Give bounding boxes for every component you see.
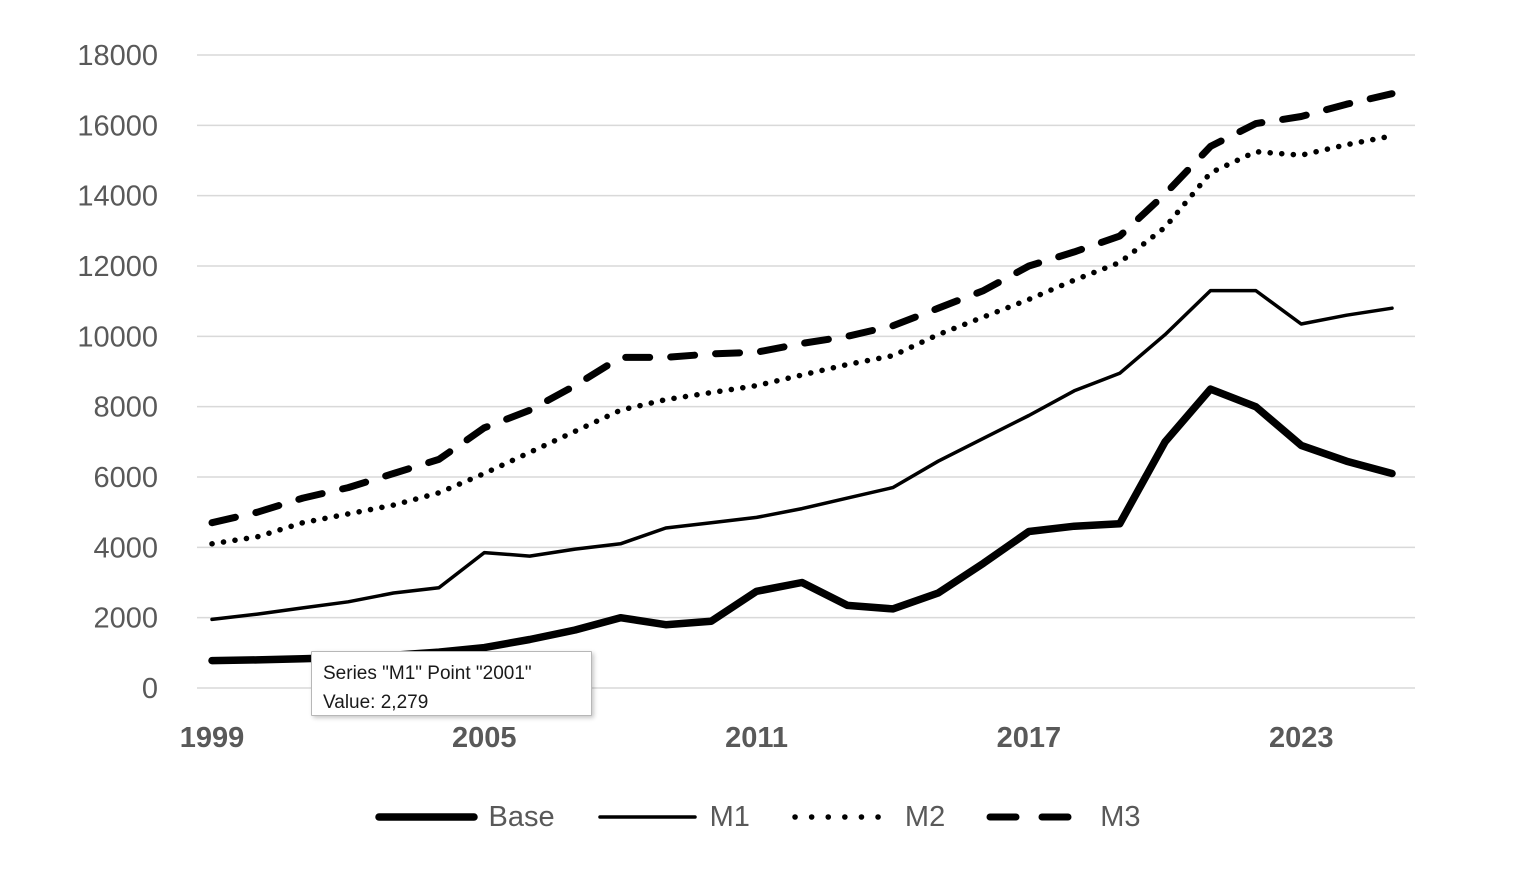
x-axis-label-2023: 2023	[1269, 722, 1334, 754]
legend-item-m1[interactable]: M1	[595, 795, 750, 839]
y-axis-label-0: 0	[142, 673, 158, 705]
legend-swatch-solid-thin	[597, 815, 697, 819]
legend-label-m2: M2	[904, 800, 946, 833]
legend-swatch-solid-thick	[374, 813, 478, 821]
x-axis-label-2011: 2011	[725, 722, 788, 754]
legend-item-base[interactable]: Base	[374, 795, 555, 839]
series-line-base[interactable]	[208, 385, 1396, 665]
y-axis-label-8000: 8000	[93, 392, 158, 424]
series-line-m1[interactable]	[210, 288, 1394, 622]
y-axis-label-10000: 10000	[77, 321, 158, 353]
y-axis-label-2000: 2000	[93, 603, 158, 635]
x-axis-label-1999: 1999	[180, 722, 245, 754]
tooltip-series-line: Series "M1" Point "2001"	[323, 663, 532, 684]
chart-legend: Base M1 M2 M3	[0, 795, 1514, 839]
legend-label-m3: M3	[1100, 800, 1141, 833]
series-line-m3[interactable]	[208, 90, 1396, 527]
y-axis-label-16000: 16000	[77, 110, 158, 142]
series-line-m2[interactable]	[209, 133, 1395, 547]
chart-tooltip: Series "M1" Point "2001" Value: 2,279	[311, 651, 592, 716]
legend-label-m1: M1	[709, 800, 750, 833]
x-axis-label-2017: 2017	[997, 722, 1062, 754]
legend-swatch-dotted	[792, 814, 893, 820]
y-axis-label-12000: 12000	[77, 251, 158, 283]
tooltip-value-line: Value: 2,279	[323, 692, 429, 713]
y-axis-label-14000: 14000	[77, 181, 158, 213]
legend-item-m2[interactable]: M2	[790, 795, 945, 839]
legend-item-m3[interactable]: M3	[985, 795, 1141, 839]
y-axis-label-18000: 18000	[77, 40, 158, 72]
legend-swatch-dashed	[986, 813, 1089, 821]
y-axis-label-6000: 6000	[93, 462, 158, 494]
y-axis-label-4000: 4000	[93, 532, 158, 564]
x-axis-label-2005: 2005	[452, 722, 517, 754]
legend-label-base: Base	[488, 800, 555, 833]
